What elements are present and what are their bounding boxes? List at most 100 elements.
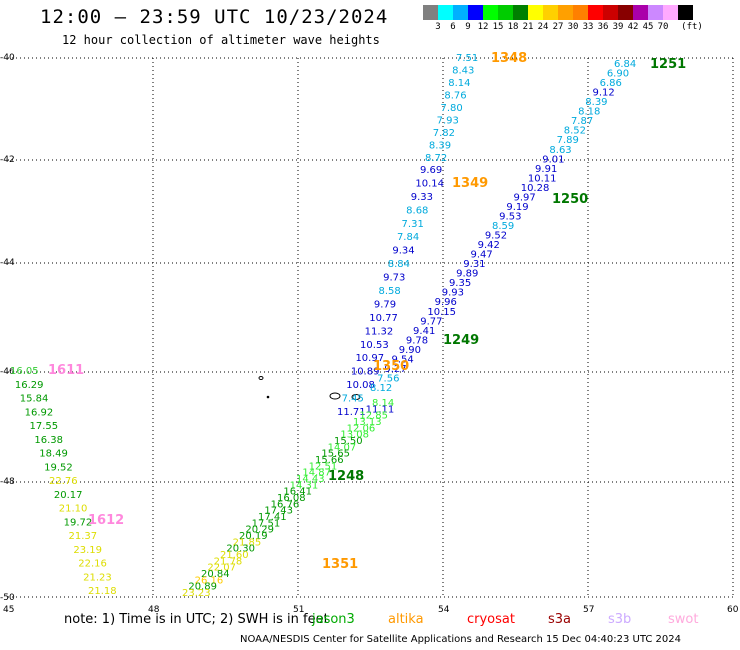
wave-height-1348: 7.80 [441,103,463,114]
wave-height-1248: 11.11 [366,404,395,415]
color-scale-tick: 70 [657,22,669,32]
wave-height-1251: 7.87 [571,116,593,127]
color-scale-unit: (ft) [681,22,703,32]
wave-height-1349: 10.77 [369,313,398,324]
color-swatch [633,5,648,20]
wave-height-1349: 9.34 [392,246,414,257]
wave-height-1251: 6.84 [614,59,636,70]
wave-height-1251: 9.47 [470,250,492,261]
color-swatch [483,5,498,20]
color-scale-legend: 3 6 9 12 15 18 21 24 27 30 33 36 39 42 45 70 (ft) [423,5,703,34]
wave-height-1248: 17.41 [258,512,287,523]
wave-height-1611: 19.72 [64,517,93,528]
color-scale-bar [423,5,693,20]
wave-height-1348: 8.72 [425,153,447,164]
wave-height-1349: 7.45 [342,394,364,405]
wave-height-1248: 20.29 [245,525,274,536]
pass-label-1251: 1251 [650,57,686,72]
color-scale-tick: 9 [465,22,471,32]
wave-height-1248: 14.07 [328,442,357,453]
lat-label: -50 [0,593,15,603]
wave-height-1248: 23.23 [182,588,211,599]
wave-height-1251: 9.77 [420,316,442,327]
wave-height-1248: 8.14 [372,398,394,409]
color-swatch [558,5,573,20]
wave-height-1251: 9.91 [535,164,557,175]
color-scale-tick: 36 [597,22,609,32]
wave-height-1248: 15.66 [315,455,344,466]
wave-height-1248: 12.51 [309,461,338,472]
wave-height-1349: 10.89 [351,367,380,378]
wave-height-1251: 10.11 [528,173,557,184]
longitude-labels: 45 48 51 54 57 60 [3,605,739,615]
wave-height-1611: 15.84 [20,394,49,405]
wave-height-1611: 16.38 [34,435,63,446]
altimeter-tracks: 7.518.438.148.767.807.937.828.398.729.69… [10,53,636,599]
color-swatch [423,5,438,20]
wave-height-1251: 10.28 [521,183,550,194]
wave-height-1251: 9.54 [392,354,414,365]
wave-height-1248: 16.08 [277,493,306,504]
wave-height-1349: 7.84 [397,232,419,243]
wave-height-1251: 9.93 [442,288,464,299]
satellite-s3a: s3a [548,612,572,627]
wave-height-1611: 21.10 [59,504,88,515]
wave-height-1349: 9.73 [383,273,405,284]
pass-label-1250: 1250 [552,192,588,207]
wave-height-1349: 7.31 [402,219,424,230]
wave-height-1611: 22.16 [78,559,107,570]
wave-height-1251: 9.97 [514,192,536,203]
wave-height-1251: 9.27 [384,364,406,375]
wave-height-1251: 9.42 [478,240,500,251]
lon-label: 48 [148,605,160,615]
wave-height-1349: 10.97 [355,353,384,364]
color-swatch [438,5,453,20]
pass-label-1350: 1350 [373,359,409,374]
color-swatch [603,5,618,20]
color-scale-tick: 42 [627,22,639,32]
wave-height-1248: 14.87 [302,468,331,479]
lat-label: -42 [0,155,15,165]
wave-height-1348: 7.93 [437,116,459,127]
color-scale-tick: 15 [492,22,504,32]
wave-height-1348: 7.82 [433,128,455,139]
color-scale-tick: 21 [522,22,534,32]
color-swatch [588,5,603,20]
wave-height-1248: 13.13 [353,417,382,428]
lon-label: 45 [3,605,14,615]
wave-height-1251: 9.12 [592,88,614,99]
wave-height-1251: 9.01 [542,154,564,165]
lon-label: 60 [727,605,739,615]
wave-height-1251: 9.31 [463,259,485,270]
wave-height-1251: 9.96 [435,297,457,308]
wave-height-1251: 9.90 [399,345,421,356]
wave-height-1251: 9.41 [413,326,435,337]
wave-height-1348: 8.14 [448,78,470,89]
wave-height-1251: 8.12 [370,383,392,394]
wave-height-1251: 8.59 [492,221,514,232]
wave-height-1349: 8.68 [406,205,428,216]
lat-label: -48 [0,477,15,487]
color-swatch [618,5,633,20]
wave-height-1611: 16.29 [15,380,44,391]
color-scale-ticks: 3 6 9 12 15 18 21 24 27 30 33 36 39 42 45 70 (ft) [423,20,703,34]
wave-height-1248: 17.43 [264,506,293,517]
wave-height-1611: 17.55 [30,421,59,432]
latitude-labels: -40 -42 -44 -46 -48 -50 [0,53,15,603]
wave-height-1251: 8.39 [585,97,607,108]
wave-height-1349: 9.69 [420,165,442,176]
lat-label: -44 [0,258,15,268]
color-swatch [513,5,528,20]
wave-height-1248: 21.78 [214,556,243,567]
credit-line: NOAA/NESDIS Center for Satellite Applica… [240,634,682,645]
pass-label-1612: 1612 [88,513,124,528]
wave-height-1248: 22.07 [207,563,236,574]
wave-height-1251: 9.78 [406,335,428,346]
wave-height-1348: 8.39 [429,141,451,152]
pass-number-labels: 1348 1251 1349 1250 1249 1611 1612 1248 1351 1350 [48,51,686,572]
pass-label-1351: 1351 [322,557,358,572]
wave-height-1251: 7.89 [557,135,579,146]
wave-height-1248: 20.30 [226,544,255,555]
wave-height-1248: 15.50 [334,436,363,447]
color-swatch [498,5,513,20]
